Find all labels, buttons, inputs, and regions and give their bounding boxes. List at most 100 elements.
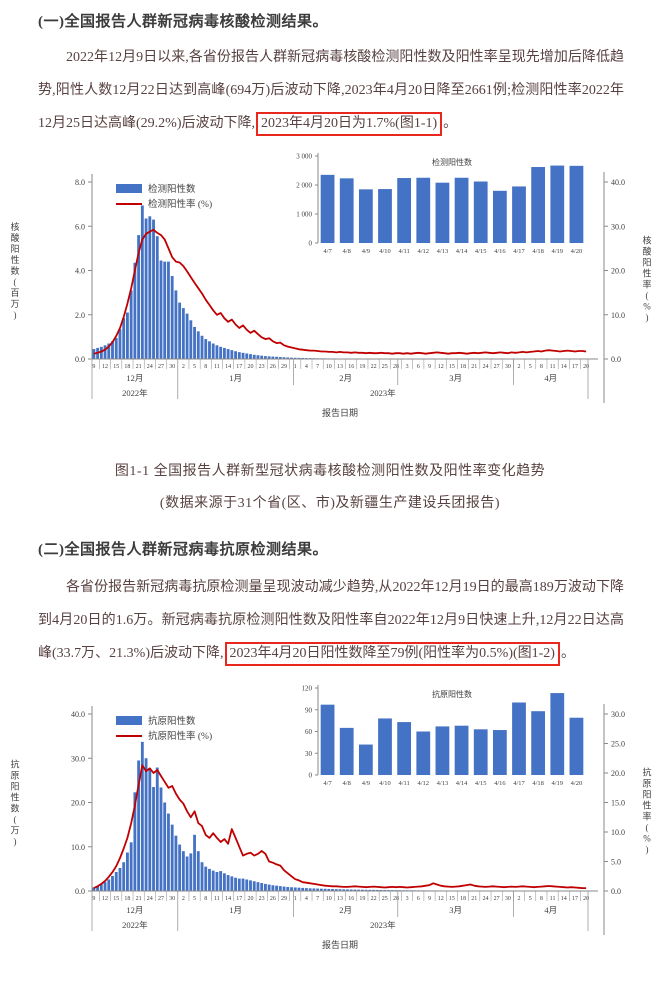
svg-text:17: 17 [572,896,578,902]
svg-text:5: 5 [193,896,196,902]
svg-text:4: 4 [305,896,308,902]
svg-text:2月: 2月 [339,373,352,383]
svg-text:20.0: 20.0 [611,267,625,276]
svg-text:10.0: 10.0 [611,828,625,837]
svg-text:28: 28 [393,364,399,370]
svg-text:5.0: 5.0 [611,858,621,867]
svg-text:8: 8 [204,364,207,370]
svg-text:12月: 12月 [126,373,143,383]
svg-text:21: 21 [471,896,477,902]
svg-text:11: 11 [550,896,556,902]
svg-text:原: 原 [10,771,19,781]
svg-text:90: 90 [305,706,313,714]
svg-text:12: 12 [438,896,444,902]
svg-text:4/15: 4/15 [475,248,487,255]
svg-text:4/14: 4/14 [456,248,468,255]
svg-text:14: 14 [225,896,231,902]
svg-text:13: 13 [337,896,343,902]
svg-text:%: % [643,302,651,312]
svg-text:1月: 1月 [229,905,242,915]
svg-text:12: 12 [438,364,444,370]
svg-text:17: 17 [236,364,242,370]
svg-text:3月: 3月 [449,373,462,383]
svg-text:2 000: 2 000 [296,182,312,190]
svg-text:4/16: 4/16 [494,780,506,787]
svg-text:17: 17 [236,896,242,902]
svg-text:30: 30 [505,896,511,902]
svg-text:18: 18 [460,364,466,370]
svg-text:5: 5 [529,364,532,370]
svg-text:21: 21 [136,896,142,902]
svg-text:3月: 3月 [449,905,462,915]
para2-highlight-box: 2023年4月20日阳性数降至79例(阳性率为0.5%)(图1-2) [224,642,560,666]
svg-text:0: 0 [309,772,313,780]
svg-text:4/14: 4/14 [456,780,468,787]
svg-text:7: 7 [316,364,319,370]
svg-text:报告日期: 报告日期 [322,407,358,418]
svg-text:11: 11 [214,364,220,370]
svg-text:16: 16 [348,896,354,902]
svg-text:20.0: 20.0 [611,769,625,778]
svg-text:抗原阳性数: 抗原阳性数 [432,689,472,699]
svg-text:百: 百 [10,288,19,298]
para1-highlight-box: 2023年4月20日为1.7%(图1-1) [256,112,443,136]
svg-text:5: 5 [529,896,532,902]
svg-text:4/15: 4/15 [475,780,487,787]
section1-heading: (一)全国报告人群新冠病毒核酸检测结果。 [38,14,328,30]
svg-text:22: 22 [371,364,377,370]
svg-text:27: 27 [158,364,164,370]
svg-text:(: ( [646,291,649,301]
section2-paragraph: 各省份报告新冠病毒抗原检测量呈现波动减少趋势,从2022年12月19日的最高18… [38,571,624,670]
svg-text:4.0: 4.0 [75,267,85,276]
svg-text:性: 性 [10,792,19,803]
svg-text:15: 15 [113,896,119,902]
svg-text:抗原阳性率 (%): 抗原阳性率 (%) [148,730,212,742]
svg-text:19: 19 [359,896,365,902]
svg-text:4/8: 4/8 [343,780,351,787]
svg-text:40.0: 40.0 [611,178,625,187]
svg-text:万: 万 [10,299,19,309]
svg-text:15: 15 [449,896,455,902]
svg-text:4/9: 4/9 [362,248,370,255]
svg-text:10.0: 10.0 [71,843,85,852]
svg-text:4/13: 4/13 [437,248,449,255]
svg-text:10: 10 [326,896,332,902]
svg-text:19: 19 [359,364,365,370]
svg-text:4/10: 4/10 [379,248,391,255]
figure-1-1: 0.0 2.0 4.0 6.0 8.0 核酸阳性数(百万) 0.0 10.0 20.0 30.0 4… [0,146,660,512]
svg-text:8.0: 8.0 [75,178,85,187]
svg-text:4/17: 4/17 [513,780,525,787]
svg-text:12: 12 [102,364,108,370]
svg-text:0.0: 0.0 [611,887,621,896]
svg-text:阳: 阳 [642,258,651,268]
svg-text:10: 10 [326,364,332,370]
svg-text:8: 8 [204,896,207,902]
svg-text:4/10: 4/10 [379,780,391,787]
svg-text:酸: 酸 [642,247,651,257]
svg-text:25: 25 [382,896,388,902]
svg-text:2月: 2月 [339,905,352,915]
svg-text:27: 27 [158,896,164,902]
svg-text:24: 24 [482,364,488,370]
svg-text:4/16: 4/16 [494,248,506,255]
svg-text:(: ( [14,815,17,825]
svg-text:): ) [646,845,649,855]
svg-text:): ) [646,313,649,323]
svg-text:0: 0 [309,240,313,248]
svg-text:23: 23 [259,896,265,902]
para1-text: 2022年12月9日以来,各省份报告人群新冠病毒核酸检测阳性数及阳性率呈现先增加… [38,50,624,131]
svg-text:4: 4 [305,364,308,370]
svg-text:4/12: 4/12 [418,248,430,255]
svg-text:15.0: 15.0 [611,799,625,808]
svg-text:抗原阳性数: 抗原阳性数 [148,715,196,727]
svg-text:11: 11 [550,364,556,370]
svg-text:性: 性 [642,800,651,811]
svg-text:27: 27 [494,896,500,902]
svg-text:20: 20 [583,896,589,902]
svg-text:4/8: 4/8 [343,248,351,255]
svg-text:数: 数 [10,265,19,276]
svg-text:3: 3 [406,896,409,902]
svg-text:1: 1 [294,364,297,370]
svg-text:4/13: 4/13 [437,780,449,787]
